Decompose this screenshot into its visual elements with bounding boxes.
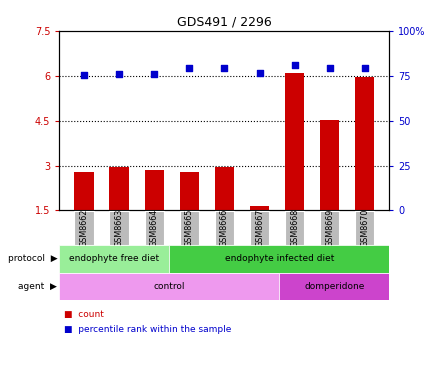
Text: GSM8666: GSM8666 bbox=[220, 209, 229, 247]
Bar bbox=[180, 172, 199, 210]
Bar bbox=[110, 167, 129, 210]
Bar bbox=[285, 73, 304, 210]
Bar bbox=[355, 211, 374, 244]
Point bbox=[150, 71, 158, 77]
Bar bbox=[110, 211, 129, 244]
Point bbox=[326, 65, 333, 71]
Point bbox=[361, 65, 368, 71]
Bar bbox=[215, 167, 234, 210]
Bar bbox=[169, 245, 389, 273]
Text: domperidone: domperidone bbox=[304, 282, 365, 291]
Point bbox=[81, 72, 88, 78]
Text: endophyte infected diet: endophyte infected diet bbox=[225, 254, 334, 264]
Bar bbox=[355, 77, 374, 210]
Text: protocol  ▶: protocol ▶ bbox=[7, 254, 57, 264]
Text: GSM8669: GSM8669 bbox=[325, 209, 334, 247]
Bar bbox=[320, 211, 339, 244]
Bar bbox=[59, 273, 279, 300]
Bar bbox=[320, 120, 339, 210]
Text: GSM8664: GSM8664 bbox=[150, 209, 159, 247]
Bar bbox=[250, 211, 269, 244]
Text: endophyte free diet: endophyte free diet bbox=[70, 254, 159, 264]
Bar bbox=[144, 211, 164, 244]
Point bbox=[186, 65, 193, 71]
Text: GSM8667: GSM8667 bbox=[255, 209, 264, 247]
Title: GDS491 / 2296: GDS491 / 2296 bbox=[177, 15, 272, 29]
Text: control: control bbox=[154, 282, 185, 291]
Bar bbox=[279, 273, 389, 300]
Bar bbox=[144, 169, 164, 210]
Bar bbox=[250, 206, 269, 210]
Bar bbox=[285, 211, 304, 244]
Bar bbox=[74, 172, 94, 210]
Text: GSM8668: GSM8668 bbox=[290, 209, 299, 247]
Point bbox=[221, 65, 228, 71]
Text: ■  count: ■ count bbox=[64, 310, 104, 319]
Text: GSM8670: GSM8670 bbox=[360, 209, 369, 247]
Point bbox=[291, 63, 298, 68]
Text: GSM8665: GSM8665 bbox=[185, 209, 194, 247]
Text: GSM8663: GSM8663 bbox=[114, 209, 124, 247]
Bar bbox=[215, 211, 234, 244]
Point bbox=[256, 70, 263, 76]
Bar bbox=[180, 211, 199, 244]
Text: GSM8662: GSM8662 bbox=[80, 209, 88, 247]
Text: agent  ▶: agent ▶ bbox=[18, 282, 57, 291]
Text: ■  percentile rank within the sample: ■ percentile rank within the sample bbox=[64, 325, 231, 334]
Bar bbox=[59, 245, 169, 273]
Bar bbox=[74, 211, 94, 244]
Point bbox=[116, 71, 123, 77]
